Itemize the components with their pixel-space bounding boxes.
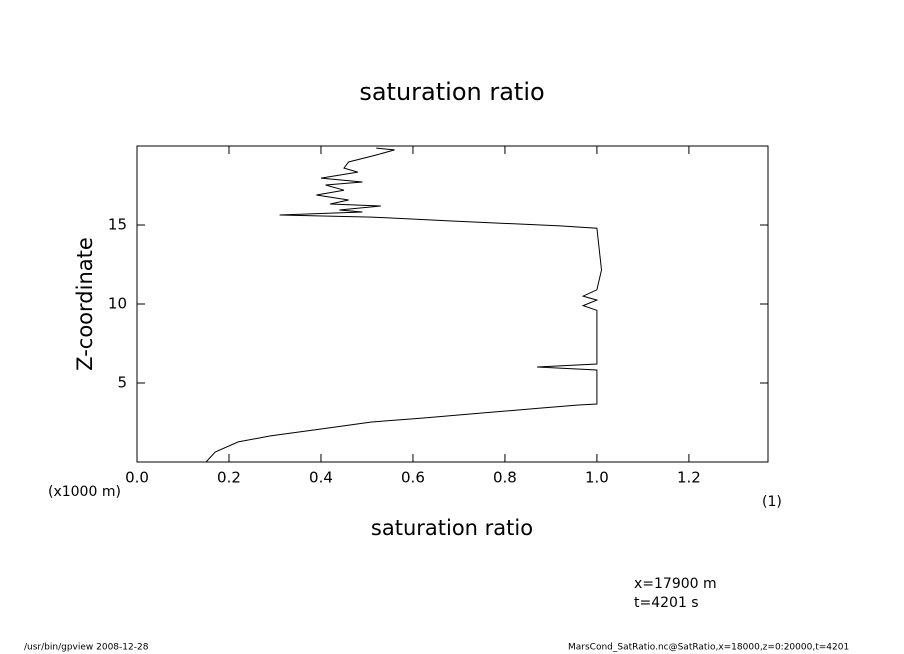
x-axis-label: saturation ratio [371,516,533,540]
x-unit: (1) [762,494,782,510]
y-tick-label: 15 [108,216,127,234]
x-tick-label: 0.4 [309,469,333,487]
x-tick-label: 1.2 [677,469,701,487]
footer-left: /usr/bin/gpview 2008-12-28 [24,643,149,653]
annotation: x=17900 m [634,576,717,592]
y-tick-label: 10 [108,295,127,313]
chart-title: saturation ratio [359,78,544,106]
y-tick-label: 5 [117,374,127,392]
x-tick-label: 0.8 [493,469,517,487]
y-unit: (x1000 m) [48,484,121,500]
profile-line [205,147,603,463]
x-tick-label: 0.2 [217,469,241,487]
x-tick-label: 0.0 [125,469,149,487]
y-axis-label: Z-coordinate [73,237,97,371]
annotation: t=4201 s [634,595,699,611]
x-tick-label: 0.6 [401,469,425,487]
footer-right: MarsCond_SatRatio.nc@SatRatio,x=18000,z=… [568,643,849,653]
x-tick-label: 1.0 [585,469,609,487]
